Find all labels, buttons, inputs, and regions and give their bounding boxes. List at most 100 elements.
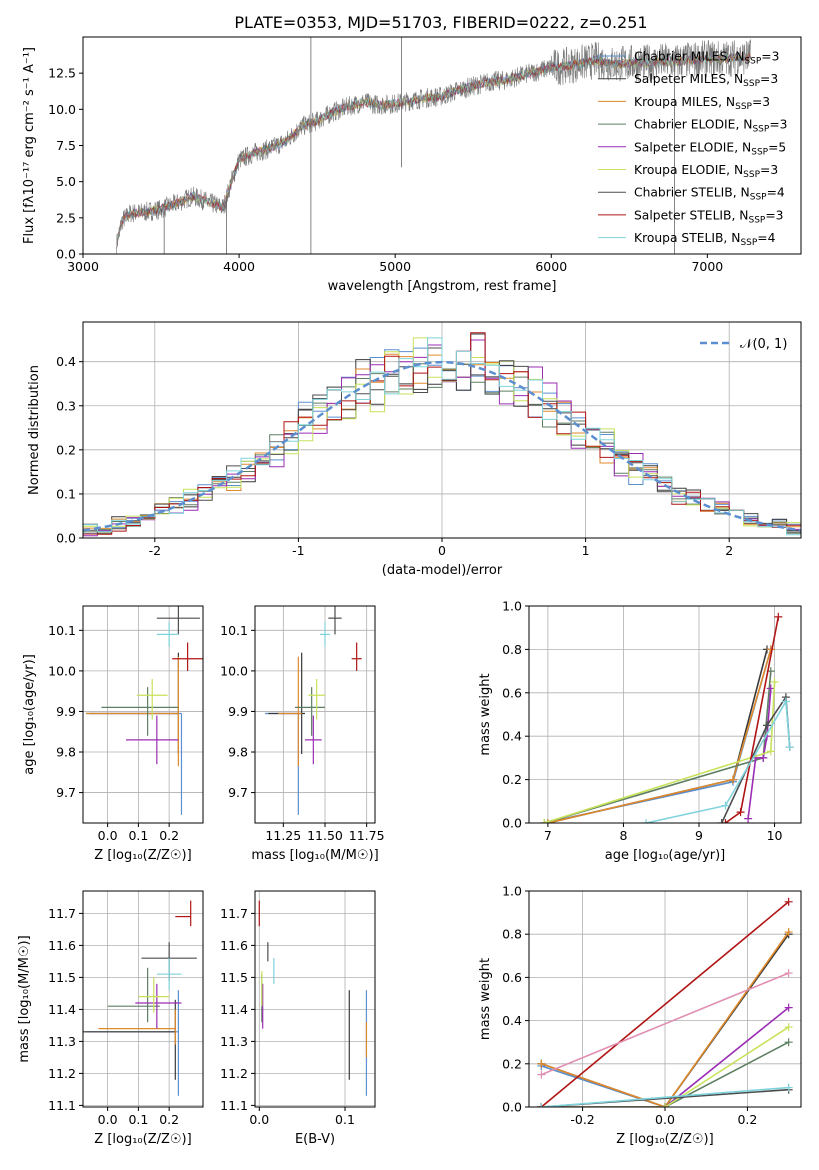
age-vs-mass-ytick-label: 10.1 [220,623,248,638]
massweight-vs-age-series-marker [744,814,753,823]
mass-vs-Z-ytick-label: 11.6 [48,938,76,953]
legend-count: =3 [760,163,778,177]
massweight-vs-age-series-marker [774,612,783,621]
massweight-vs-age-ytick-label: 0.8 [502,642,522,657]
mass-vs-ebv-xtick-label: 0.1 [335,1112,355,1127]
spectrum-ytick-label: 5.0 [56,174,76,189]
mass-vs-Z-xlabel: Z [log₁₀(Z/Z☉)] [94,1132,191,1147]
legend-count: =4 [767,186,785,200]
mass-vs-ebv-frame [254,890,376,1108]
spectrum-xtick-label: 3000 [67,259,99,274]
massweight-vs-Z-ytick-label: 0.0 [502,1100,522,1115]
mass-vs-Z-errorbar [98,1009,176,1045]
massweight-vs-age-series-marker [785,743,794,752]
age-vs-Z-errorbar [172,642,203,671]
spectrum-ytick-label: 12.5 [48,66,76,81]
mass-vs-Z-errorbar [107,967,160,1023]
massweight-vs-age-xtick-label: 9 [695,828,703,843]
residual-histogram-step [83,337,801,536]
massweight-vs-age-series-line [543,671,772,823]
spectrum-data-line [116,39,752,254]
age-vs-mass-ticks: 11.25 11.50 11.75 9.7 9.8 9.9 10.0 10.1 [220,623,384,843]
age-vs-Z-ytick-label: 9.8 [56,745,76,760]
spectrum-ylabel: Flux [fλ10⁻¹⁷ erg cm⁻² s⁻¹ A⁻¹] [22,47,37,244]
spectrum-ytick-label: 0.0 [56,247,76,262]
age-vs-mass-errorbar [320,622,330,647]
age-vs-mass-ytick-label: 9.9 [228,704,248,719]
mass-vs-Z-errorbar [156,958,182,991]
massweight-vs-Z-series-marker [537,1103,546,1107]
age-vs-Z-errorbar [86,656,179,767]
massweight-vs-age-ytick-label: 0.0 [502,816,522,831]
age-vs-mass-errorbar [268,652,305,755]
massweight-vs-age-series-marker [717,819,726,823]
age-vs-Z-errorbar [156,606,200,635]
legend-subscript: SSP [744,57,761,67]
legend-count: =5 [768,140,786,154]
massweight-vs-Z-series-marker [784,1038,793,1047]
residuals-frame [82,321,802,539]
mass-vs-ebv-xtick-label: 0.0 [249,1112,269,1127]
massweight-vs-Z-ticks: -0.2 0.0 0.2 0.0 0.2 0.4 0.6 0.8 1.0 [502,884,757,1128]
legend-label: 𝒩(0, 1) [740,337,787,352]
age-vs-mass-errorbar [278,656,302,767]
massweight-vs-age-series-marker [721,801,730,810]
age-vs-Z-frame [82,605,204,824]
age-vs-Z-plot-area [83,606,203,823]
legend-count: =3 [769,118,787,132]
legend-label: Salpeter MILES, NSSP=3 [634,72,778,89]
age-vs-Z-errorbar [86,652,179,755]
mass-vs-Z-ytick-label: 11.2 [48,1066,76,1081]
residuals-xtick-label: -1 [292,543,304,558]
age-vs-Z-ytick-label: 10.1 [48,623,76,638]
age-vs-mass-errorbar [351,642,362,671]
massweight-vs-age-series-marker [781,697,790,706]
legend-subscript: SSP [743,79,760,89]
massweight-vs-Z-series-marker [537,1070,546,1079]
mass-vs-Z-ticks: 0.0 0.1 0.2 11.1 11.2 11.3 11.4 11.5 11.6 11.7 [48,906,179,1127]
massweight-vs-age-series-marker [736,808,745,817]
massweight-vs-age-series-marker [763,721,771,730]
mass-vs-Z-ytick-label: 11.4 [48,1002,76,1017]
legend-label: Salpeter ELODIE, NSSP=5 [634,140,786,157]
massweight-vs-age-series-line [645,698,791,823]
massweight-vs-Z-ytick-label: 0.2 [502,1056,522,1071]
age-vs-Z-ytick-label: 10.0 [48,663,76,678]
mass-vs-Z-ytick-label: 11.7 [48,906,76,921]
age-vs-mass-errorbar [305,715,322,765]
massweight-vs-age-ticks: 7 8 9 10 0.0 0.2 0.4 0.6 0.8 1.0 [502,599,782,844]
residuals-ytick-label: 0.2 [56,442,76,457]
age-vs-mass-ytick-label: 9.8 [228,745,248,760]
age-vs-mass-frame [254,605,376,824]
age-vs-mass-xlabel: mass [log₁₀(M/M☉)] [251,848,378,863]
massweight-vs-age-xtick-label: 10 [767,828,783,843]
age-vs-mass-plot-area [255,606,375,823]
age-vs-Z-xlabel: Z [log₁₀(Z/Z☉)] [94,848,191,863]
legend-label: Chabrier MILES, NSSP=3 [634,50,779,67]
age-vs-mass-xtick-label: 11.75 [349,828,385,843]
massweight-vs-Z-plot-area [529,891,801,1107]
mass-vs-Z-frame [82,890,204,1108]
residuals-xtick-label: 2 [725,543,733,558]
massweight-vs-age-ytick-label: 0.2 [502,772,522,787]
mass-vs-Z-ytick-label: 11.3 [48,1034,76,1049]
legend-label: Kroupa MILES, NSSP=3 [634,95,770,112]
mass-vs-Z-errorbar [135,983,182,1029]
age-vs-Z-ytick-label: 9.9 [56,704,76,719]
age-vs-mass-xtick-label: 11.25 [265,828,301,843]
legend-count: =3 [752,95,770,109]
age-vs-Z-xtick-label: 0.0 [98,828,118,843]
massweight-vs-Z-series-line [540,901,790,1107]
mass-vs-ebv-ytick-label: 11.4 [220,1002,248,1017]
age-vs-Z-ytick-label: 9.7 [56,785,76,800]
massweight-vs-age-ytick-label: 1.0 [502,599,522,614]
legend-count: =3 [765,208,783,222]
legend-subscript: SSP [750,193,767,203]
massweight-vs-Z-series-marker [784,969,793,978]
massweight-vs-age-axes: 7 8 9 10 0.0 0.2 0.4 0.6 0.8 1.0 age [log₁₀(age/yr… [478,599,802,863]
residuals-ytick-label: 0.1 [56,486,76,501]
mass-vs-ebv-xlabel: E(B-V) [295,1132,335,1147]
spectrum-model-line [116,52,751,249]
massweight-vs-Z-series-line [541,1006,790,1107]
age-vs-mass-errorbar [308,679,325,720]
